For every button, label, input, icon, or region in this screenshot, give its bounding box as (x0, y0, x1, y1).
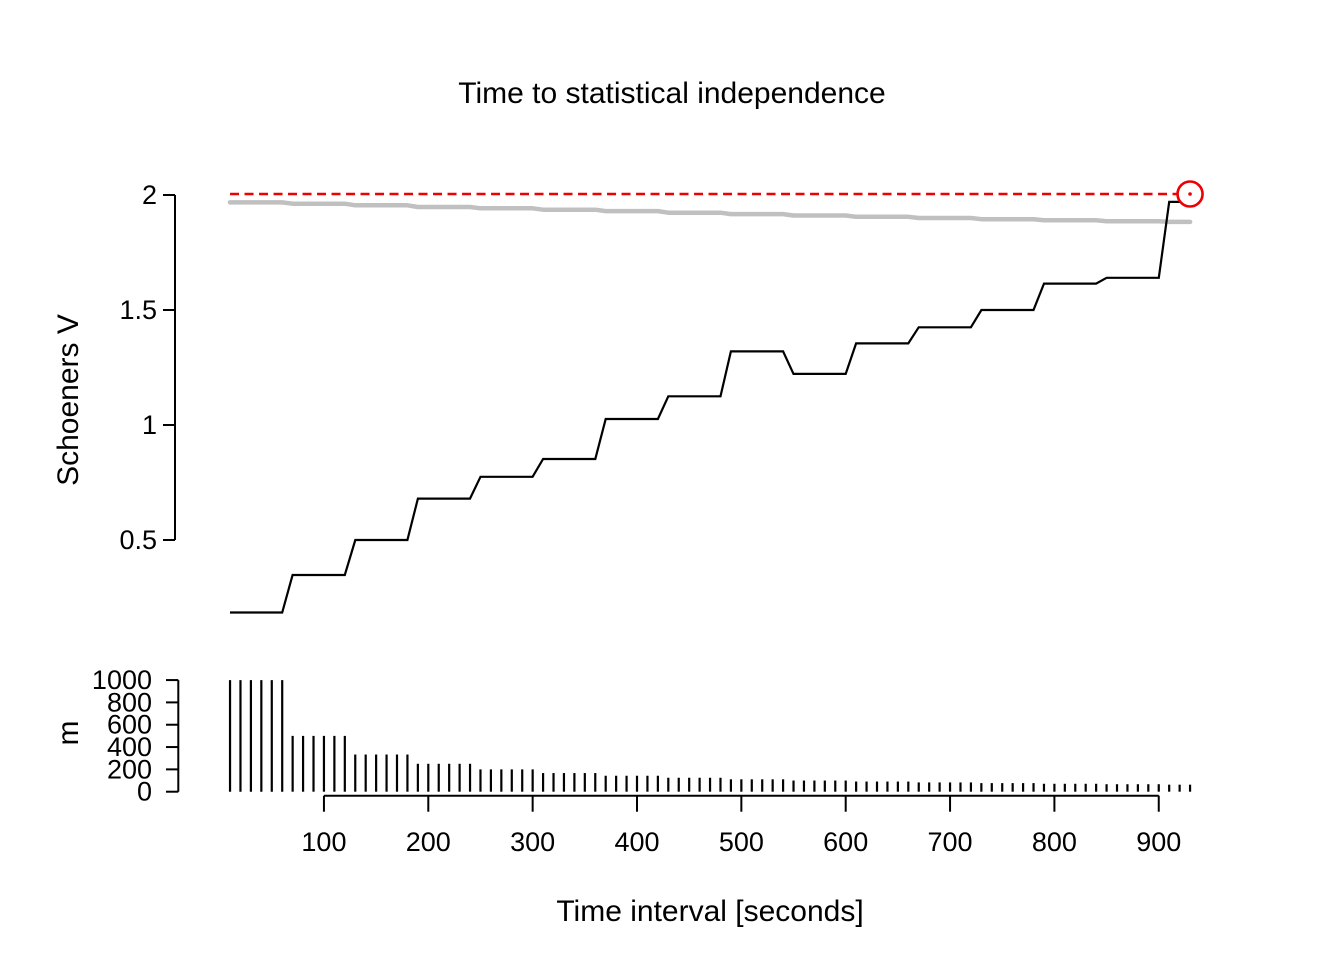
observed-step-line (230, 200, 1191, 614)
top-y-tick-label: 1 (142, 410, 157, 440)
top-y-tick-label: 0.5 (119, 525, 157, 555)
x-tick-label: 600 (823, 827, 868, 857)
top-y-tick-label: 2 (142, 180, 157, 210)
null-expectation-path (227, 200, 1193, 225)
x-tick-label: 400 (614, 827, 659, 857)
x-tick-label: 700 (928, 827, 973, 857)
top-y-axis-title: Schoeners V (52, 314, 85, 486)
bottom-y-tick-label: 0 (137, 777, 152, 807)
x-tick-label: 800 (1032, 827, 1077, 857)
x-axis: 100 200 300 400 500 600 700 800 900 (301, 794, 1181, 857)
x-tick-label: 300 (510, 827, 555, 857)
top-y-tick-label: 1.5 (119, 295, 157, 325)
null-expectation-line (227, 200, 1193, 225)
observed-path (230, 200, 1191, 614)
chart-title: Time to statistical independence (458, 77, 885, 110)
bottom-y-tick-label: 1000 (92, 665, 152, 695)
bottom-y-tick-label: 800 (107, 687, 152, 717)
bottom-y-tick-label: 600 (107, 710, 152, 740)
x-tick-label: 200 (406, 827, 451, 857)
bottom-y-tick-label: 200 (107, 754, 152, 784)
marker-center-dot (1188, 192, 1192, 196)
top-y-axis: 0.5 1 1.5 2 (119, 180, 176, 555)
x-axis-title: Time interval [seconds] (556, 895, 863, 928)
sample-count-spikes (228, 680, 1192, 792)
x-tick-label: 900 (1136, 827, 1181, 857)
threshold-crossing-marker (1176, 180, 1204, 208)
x-tick-label: 500 (719, 827, 764, 857)
bottom-y-axis-title: m (52, 721, 85, 746)
x-tick-label: 100 (301, 827, 346, 857)
bottom-y-tick-label: 400 (107, 732, 152, 762)
